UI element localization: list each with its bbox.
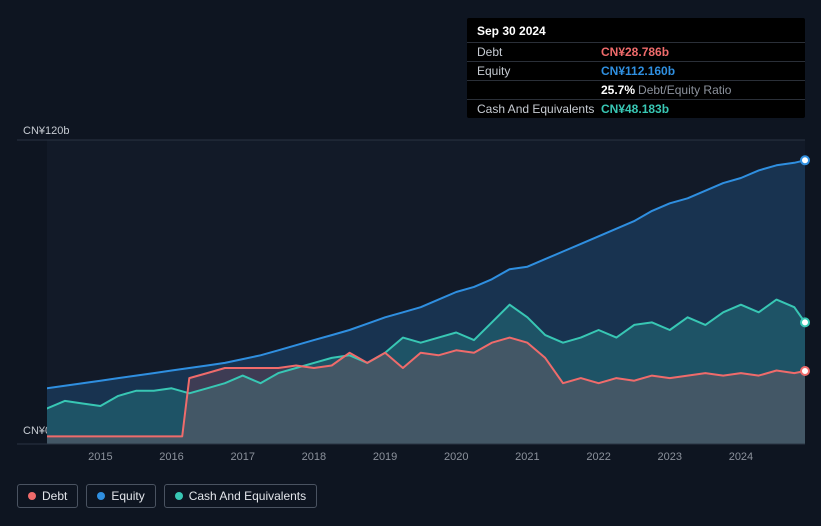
x-axis-tick: 2017 xyxy=(230,451,254,463)
legend-label: Debt xyxy=(42,489,67,503)
legend-label: Cash And Equivalents xyxy=(189,489,306,503)
x-axis-tick: 2022 xyxy=(586,451,610,463)
x-axis-tick: 2016 xyxy=(159,451,183,463)
x-axis-tick: 2021 xyxy=(515,451,539,463)
financial-area-chart xyxy=(0,0,813,452)
x-axis-tick: 2018 xyxy=(302,451,326,463)
legend-dot-icon xyxy=(175,492,183,500)
x-axis-tick: 2023 xyxy=(658,451,682,463)
x-axis-tick: 2024 xyxy=(729,451,753,463)
legend-item[interactable]: Equity xyxy=(86,484,155,508)
legend-label: Equity xyxy=(111,489,144,503)
x-axis-tick: 2019 xyxy=(373,451,397,463)
legend-dot-icon xyxy=(97,492,105,500)
legend-dot-icon xyxy=(28,492,36,500)
legend-item[interactable]: Cash And Equivalents xyxy=(164,484,317,508)
x-axis-tick: 2015 xyxy=(88,451,112,463)
x-axis-tick: 2020 xyxy=(444,451,468,463)
legend-item[interactable]: Debt xyxy=(17,484,78,508)
legend: Debt Equity Cash And Equivalents xyxy=(17,484,317,508)
